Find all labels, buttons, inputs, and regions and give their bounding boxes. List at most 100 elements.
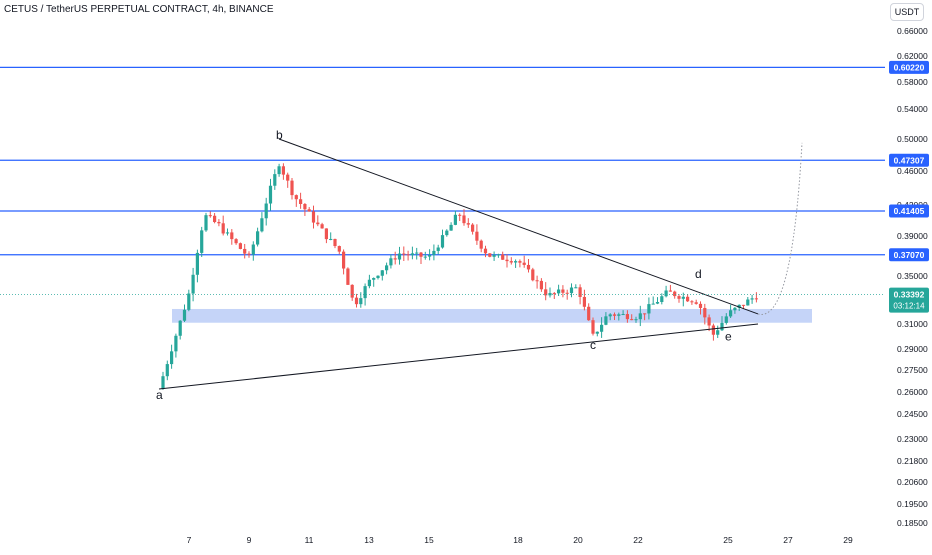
candle-up <box>432 250 436 255</box>
candle-down <box>694 302 698 304</box>
candle-down <box>247 253 251 255</box>
candle-up <box>367 279 371 287</box>
candle-up <box>724 316 728 323</box>
candle-up <box>191 274 195 294</box>
candle-up <box>647 304 651 314</box>
time-tick: 29 <box>843 535 853 545</box>
currency-selector[interactable]: USDT <box>890 3 924 21</box>
candle-down <box>311 211 316 223</box>
candle-down <box>333 238 337 247</box>
price-tick: 0.66000 <box>897 26 928 36</box>
candle-up <box>651 303 655 305</box>
candle-down <box>578 287 582 297</box>
candle-down <box>475 231 479 241</box>
candle-down <box>303 204 307 210</box>
candle-down <box>290 180 294 196</box>
candle-up <box>621 314 625 316</box>
candle-down <box>243 248 247 254</box>
candle-down <box>587 306 591 321</box>
candle-down <box>471 224 475 232</box>
candle-up <box>410 253 414 256</box>
candle-down <box>612 314 617 316</box>
candle-up <box>423 256 427 258</box>
candle-up <box>161 376 165 389</box>
candle-up <box>733 307 737 311</box>
candle-up <box>187 293 191 310</box>
candle-down <box>466 223 470 225</box>
candle-down <box>221 223 225 234</box>
candle-down <box>458 214 462 216</box>
candle-up <box>681 296 685 299</box>
trendline <box>278 138 759 315</box>
candle-up <box>277 166 281 175</box>
candle-up <box>445 230 449 236</box>
candle-up <box>178 320 182 336</box>
wave-label-b: b <box>276 128 283 142</box>
candle-up <box>200 230 204 253</box>
candle-down <box>483 248 488 254</box>
candle-up <box>256 231 260 245</box>
candle-up <box>436 247 440 251</box>
candle-up <box>557 289 561 294</box>
candle-down <box>488 253 492 257</box>
candle-up <box>415 252 419 254</box>
candle-up <box>496 254 500 256</box>
candle-up <box>204 215 208 231</box>
level-badge-label: 0.37070 <box>894 250 925 260</box>
candle-down <box>479 240 483 249</box>
candle-down <box>625 314 629 320</box>
candle-down <box>307 209 311 212</box>
candle-up <box>376 275 380 279</box>
candle-up <box>225 232 230 234</box>
candle-up <box>729 310 733 317</box>
candle-down <box>544 289 548 296</box>
level-badge <box>889 153 929 167</box>
candle-up <box>638 313 642 320</box>
candle-down <box>686 296 690 302</box>
candle-down <box>346 268 350 285</box>
candle-up <box>664 290 668 297</box>
candle-up <box>746 299 750 306</box>
candle-down <box>350 284 354 298</box>
candle-down <box>234 239 238 244</box>
candle-down <box>552 293 556 295</box>
chart-title: CETUS / TetherUS PERPETUAL CONTRACT, 4h,… <box>4 4 274 15</box>
candle-down <box>324 228 328 240</box>
current-price-label: 0.33392 <box>894 290 925 300</box>
candle-up <box>165 364 169 377</box>
candle-down <box>213 215 217 223</box>
candle-down <box>707 317 711 326</box>
candle-up <box>595 331 599 334</box>
candle-down <box>337 246 341 252</box>
time-tick: 25 <box>723 535 733 545</box>
time-tick: 22 <box>633 535 643 545</box>
candle-up <box>720 322 724 331</box>
price-tick: 0.18500 <box>897 518 928 528</box>
candle-down <box>316 222 320 225</box>
candle-up <box>655 301 660 304</box>
price-tick: 0.27500 <box>897 365 928 375</box>
price-tick: 0.26000 <box>897 387 928 397</box>
wave-label-e: e <box>725 329 732 343</box>
candle-up <box>359 298 363 305</box>
time-tick: 7 <box>187 535 192 545</box>
level-badge-label: 0.47307 <box>894 155 925 165</box>
candle-down <box>741 304 746 306</box>
candle-up <box>264 203 268 219</box>
candle-up <box>449 224 453 231</box>
candle-down <box>354 297 359 305</box>
candle-down <box>406 254 410 256</box>
price-tick: 0.58000 <box>897 77 928 87</box>
candle-up <box>251 244 255 255</box>
price-tick: 0.19500 <box>897 499 928 509</box>
price-tick: 0.29000 <box>897 344 928 354</box>
candle-up <box>389 258 393 266</box>
candle-down <box>522 262 526 265</box>
candle-down <box>703 307 707 318</box>
candle-up <box>737 304 741 308</box>
level-badge <box>889 248 929 262</box>
time-tick: 18 <box>513 535 523 545</box>
time-tick: 9 <box>247 535 252 545</box>
